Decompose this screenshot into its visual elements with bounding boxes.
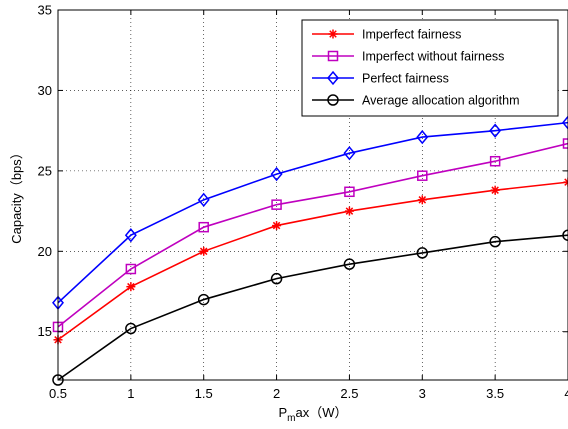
legend-item: Average allocation algorithm xyxy=(312,94,520,108)
x-tick-label: 2 xyxy=(273,386,280,401)
data-point xyxy=(270,166,283,182)
x-tick-label: 3 xyxy=(419,386,426,401)
legend: Imperfect fairness Imperfect without fair… xyxy=(301,19,559,117)
series-line xyxy=(57,234,568,381)
legend-label: Average allocation algorithm xyxy=(362,94,520,108)
data-point xyxy=(344,186,355,198)
series-line xyxy=(57,121,568,304)
data-point xyxy=(197,192,210,207)
data-point xyxy=(417,170,428,181)
data-point xyxy=(124,228,137,243)
ticks: 0.5 1 1.5 2 2.5 3 3.5 4 15 20 25 30 35 xyxy=(38,3,568,401)
grid xyxy=(58,10,568,380)
data-point xyxy=(343,258,356,270)
data-point xyxy=(563,177,568,187)
data-point xyxy=(416,247,429,259)
y-tick-label: 30 xyxy=(38,83,52,98)
plot-frame xyxy=(57,9,568,381)
data-point xyxy=(199,246,209,256)
data-point xyxy=(270,272,283,285)
x-axis-label-sub: m xyxy=(287,413,295,424)
legend-item: Imperfect without fairness xyxy=(312,50,504,64)
x-tick-label: 0.5 xyxy=(49,386,67,401)
x-tick-label: 1.5 xyxy=(195,386,213,401)
series-line xyxy=(57,142,568,328)
x-axis-label-rest: ax（W） xyxy=(296,405,348,420)
legend-item: Imperfect fairness xyxy=(312,28,461,42)
legend-marker xyxy=(328,29,338,39)
data-point xyxy=(125,322,137,335)
legend-marker xyxy=(327,70,339,86)
data-point xyxy=(489,235,501,248)
series-line xyxy=(57,181,568,341)
legend-marker xyxy=(327,94,339,106)
x-axis-label: Pmax（W） xyxy=(278,405,347,424)
data-point xyxy=(489,123,502,138)
data-point xyxy=(562,115,568,130)
legend-marker xyxy=(327,50,339,62)
data-point xyxy=(344,206,354,216)
data-point xyxy=(197,293,210,306)
data-point xyxy=(125,263,137,275)
y-axis-label: Capacity（bps） xyxy=(9,146,24,244)
x-tick-label: 2.5 xyxy=(340,386,358,401)
data-point xyxy=(272,221,282,231)
y-tick-label: 25 xyxy=(38,163,52,178)
series-3 xyxy=(52,115,568,310)
x-tick-label: 1 xyxy=(127,386,134,401)
y-tick-label: 35 xyxy=(38,3,52,18)
legend-label: Imperfect fairness xyxy=(362,28,461,42)
data-point xyxy=(343,146,356,161)
data-point xyxy=(562,229,568,241)
legend-label: Perfect fairness xyxy=(362,72,449,86)
x-axis-label-main: P xyxy=(278,405,287,420)
data-point xyxy=(490,185,500,195)
series-2 xyxy=(52,138,568,333)
x-tick-label: 4 xyxy=(564,386,568,401)
data-point xyxy=(489,155,501,167)
data-point xyxy=(562,138,568,149)
data-point xyxy=(198,221,209,233)
legend-label: Imperfect without fairness xyxy=(362,50,504,64)
data-point xyxy=(126,282,136,292)
x-tick-label: 3.5 xyxy=(486,386,504,401)
data-point xyxy=(416,129,429,145)
y-tick-label: 20 xyxy=(38,244,52,259)
data-point xyxy=(417,195,427,205)
y-tick-label: 15 xyxy=(38,324,52,339)
legend-item: Perfect fairness xyxy=(312,70,449,86)
data-point xyxy=(271,199,282,210)
